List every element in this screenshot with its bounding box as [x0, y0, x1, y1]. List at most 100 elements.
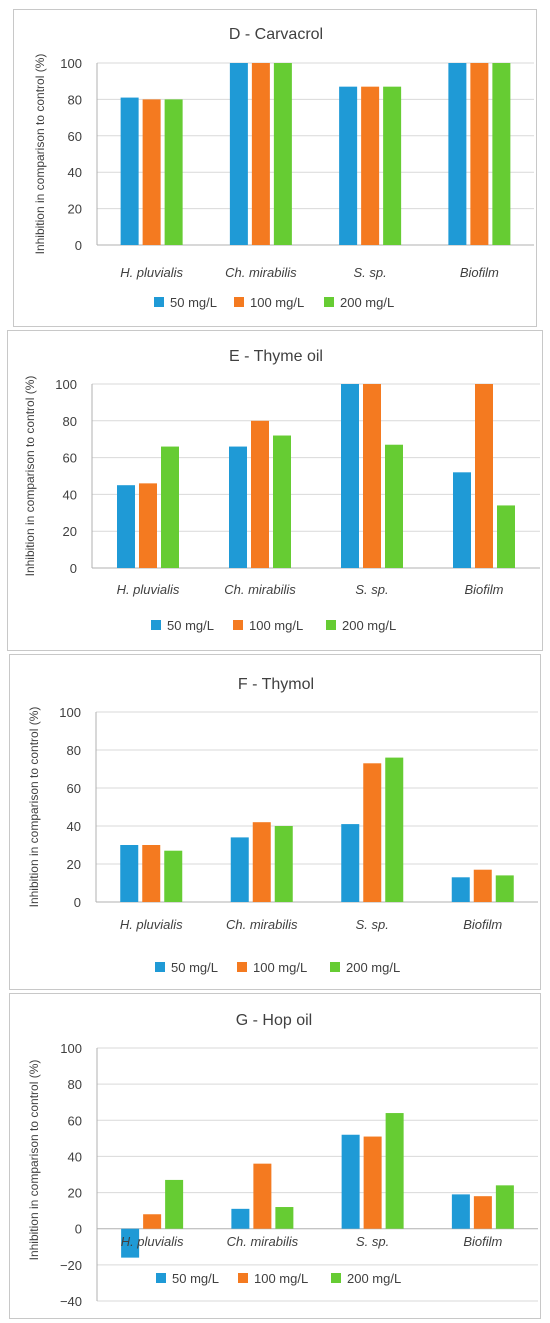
bar-thyme-oil-s1-c2: [363, 384, 381, 568]
y-tick-label-thyme-oil-1: 20: [63, 524, 77, 539]
y-tick-label-hop-oil-4: 40: [68, 1149, 82, 1164]
chart-svg-hop-oil: G - Hop oil −40 −20 0 20 40 60 80 100 Inhibition …: [27, 1012, 538, 1309]
bar-hop-oil-s1-c3: [473, 1196, 492, 1229]
bar-thyme-oil-s0-c1: [229, 446, 247, 568]
y-tick-label-carvacrol-1: 20: [68, 202, 82, 217]
bar-thymol-s1-c0: [142, 845, 161, 902]
bar-hop-oil-s0-c2: [341, 1134, 360, 1229]
chart-title-thyme-oil: E - Thyme oil: [229, 348, 323, 365]
legend-swatch-thyme-oil-0: [151, 620, 161, 630]
bar-thymol-s1-c1: [252, 822, 271, 902]
chart-svg-carvacrol: D - Carvacrol 0 20 40 60 80 100 Inhibition in c…: [33, 26, 534, 310]
category-label-carvacrol-2: S. sp.: [354, 265, 387, 280]
bar-thymol-s2-c3: [495, 875, 514, 902]
bar-hop-oil-s2-c1: [275, 1207, 294, 1229]
category-label-thyme-oil-0: H. pluvialis: [117, 582, 180, 597]
category-label-thymol-0: H. pluvialis: [120, 917, 183, 932]
category-label-thyme-oil-3: Biofilm: [464, 582, 503, 597]
category-label-carvacrol-0: H. pluvialis: [120, 265, 183, 280]
y-tick-label-thymol-4: 80: [67, 743, 81, 758]
bar-thymol-s0-c3: [451, 877, 470, 902]
bar-thyme-oil-s2-c3: [497, 505, 515, 568]
legend-swatch-thymol-2: [330, 962, 340, 972]
bar-carvacrol-s1-c1: [251, 63, 270, 245]
bar-thyme-oil-s0-c2: [341, 384, 359, 568]
legend-swatch-carvacrol-2: [324, 297, 334, 307]
bar-hop-oil-s2-c3: [495, 1185, 514, 1229]
bar-thymol-s0-c2: [341, 824, 360, 902]
chart-title-hop-oil: G - Hop oil: [236, 1012, 312, 1029]
bar-thyme-oil-s0-c3: [453, 472, 471, 568]
category-label-hop-oil-0: H. pluvialis: [121, 1234, 184, 1249]
bar-thymol-s2-c0: [164, 850, 183, 902]
bar-thymol-s0-c0: [120, 845, 139, 902]
legend-label-hop-oil-0: 50 mg/L: [172, 1271, 219, 1286]
category-label-thyme-oil-1: Ch. mirabilis: [224, 582, 296, 597]
legend-label-carvacrol-2: 200 mg/L: [340, 295, 394, 310]
y-tick-label-thymol-5: 100: [59, 705, 81, 720]
category-label-hop-oil-3: Biofilm: [463, 1234, 502, 1249]
chart-svg-thyme-oil: E - Thyme oil 0 20 40 60 80 100 Inhibition in c…: [23, 348, 540, 633]
category-label-thymol-3: Biofilm: [463, 917, 502, 932]
chart-svg-thymol: F - Thymol 0 20 40 60 80 100 Inhibition in comp…: [27, 676, 538, 975]
y-tick-label-thymol-1: 20: [67, 857, 81, 872]
chart-panel-carvacrol: D - Carvacrol 0 20 40 60 80 100 Inhibition in c…: [13, 9, 537, 327]
bar-carvacrol-s0-c3: [448, 63, 467, 245]
y-tick-label-carvacrol-2: 40: [68, 165, 82, 180]
y-tick-label-hop-oil-0: −40: [60, 1294, 82, 1309]
bar-hop-oil-s2-c0: [165, 1179, 184, 1229]
bar-thymol-s0-c1: [230, 837, 249, 902]
bar-carvacrol-s0-c0: [120, 97, 139, 245]
legend-label-thymol-1: 100 mg/L: [253, 960, 307, 975]
legend-swatch-hop-oil-1: [238, 1273, 248, 1283]
legend-swatch-thymol-0: [155, 962, 165, 972]
bar-carvacrol-s0-c1: [229, 63, 248, 245]
y-tick-label-hop-oil-3: 20: [68, 1186, 82, 1201]
chart-panel-thymol: F - Thymol 0 20 40 60 80 100 Inhibition in comp…: [9, 654, 541, 990]
bar-thyme-oil-s1-c3: [475, 384, 493, 568]
legend-swatch-hop-oil-0: [156, 1273, 166, 1283]
bar-hop-oil-s1-c2: [363, 1136, 382, 1229]
bar-hop-oil-s0-c3: [451, 1194, 470, 1229]
category-label-thymol-2: S. sp.: [356, 917, 389, 932]
y-tick-label-hop-oil-6: 80: [68, 1077, 82, 1092]
y-tick-label-thyme-oil-5: 100: [55, 377, 77, 392]
bar-hop-oil-s0-c1: [231, 1208, 250, 1229]
category-label-hop-oil-1: Ch. mirabilis: [227, 1234, 299, 1249]
bar-thyme-oil-s1-c1: [251, 420, 269, 568]
legend-swatch-carvacrol-0: [154, 297, 164, 307]
bar-carvacrol-s2-c2: [383, 86, 402, 245]
bar-thyme-oil-s0-c0: [117, 485, 135, 568]
category-label-hop-oil-2: S. sp.: [356, 1234, 389, 1249]
legend-label-thyme-oil-0: 50 mg/L: [167, 618, 214, 633]
bar-thymol-s2-c1: [274, 826, 293, 902]
legend-swatch-thyme-oil-2: [326, 620, 336, 630]
legend-label-thymol-0: 50 mg/L: [171, 960, 218, 975]
bar-carvacrol-s2-c1: [273, 63, 292, 245]
bar-hop-oil-s1-c0: [143, 1214, 162, 1229]
bar-carvacrol-s1-c0: [142, 99, 161, 246]
y-tick-label-thyme-oil-0: 0: [70, 561, 77, 576]
legend-label-thymol-2: 200 mg/L: [346, 960, 400, 975]
y-tick-label-carvacrol-3: 60: [68, 129, 82, 144]
bar-thyme-oil-s1-c0: [139, 483, 157, 568]
bar-carvacrol-s2-c0: [164, 99, 183, 246]
legend-swatch-thymol-1: [237, 962, 247, 972]
legend-label-hop-oil-2: 200 mg/L: [347, 1271, 401, 1286]
legend-label-carvacrol-1: 100 mg/L: [250, 295, 304, 310]
legend-swatch-thyme-oil-1: [233, 620, 243, 630]
y-tick-label-thymol-3: 60: [67, 781, 81, 796]
y-tick-label-hop-oil-2: 0: [75, 1222, 82, 1237]
category-label-thyme-oil-2: S. sp.: [355, 582, 388, 597]
y-tick-label-hop-oil-1: −20: [60, 1258, 82, 1273]
y-axis-label-thyme-oil: Inhibition in comparison to control (%): [23, 376, 37, 577]
bar-thymol-s2-c2: [385, 757, 404, 902]
y-tick-label-thyme-oil-2: 40: [63, 487, 77, 502]
bar-carvacrol-s1-c2: [361, 86, 380, 245]
y-tick-label-thyme-oil-3: 60: [63, 451, 77, 466]
y-axis-label-carvacrol: Inhibition in comparison to control (%): [33, 54, 47, 255]
legend-swatch-hop-oil-2: [331, 1273, 341, 1283]
chart-title-carvacrol: D - Carvacrol: [229, 26, 323, 43]
bar-hop-oil-s2-c2: [385, 1113, 404, 1229]
y-axis-label-hop-oil: Inhibition in comparison to control (%): [27, 1060, 41, 1261]
